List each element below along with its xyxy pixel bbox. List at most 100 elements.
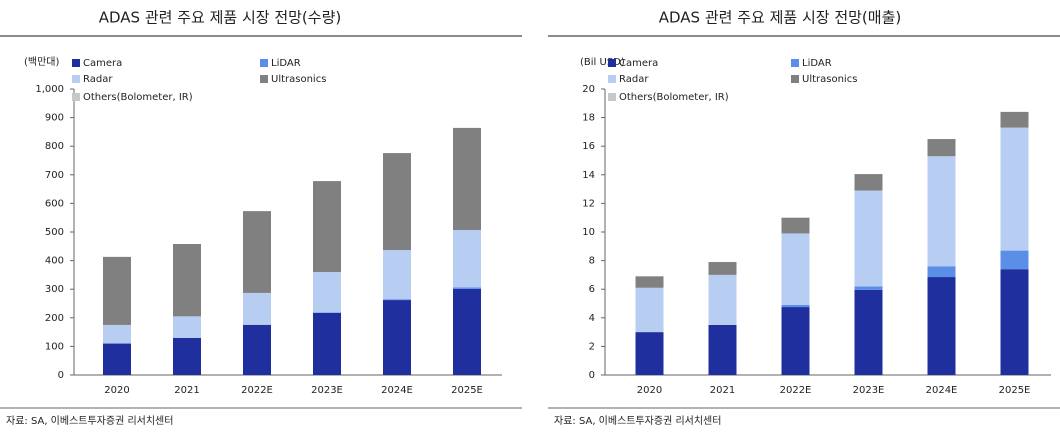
bar-segment	[243, 324, 271, 375]
x-tick-label: 2023E	[853, 385, 885, 396]
x-tick-label: 2020	[104, 385, 129, 396]
legend-swatch	[608, 75, 616, 83]
x-tick-label: 2024E	[926, 385, 958, 396]
bar-segment	[854, 286, 883, 290]
x-tick-label: 2022E	[241, 385, 273, 396]
bar-segment	[383, 153, 411, 251]
legend-label: Camera	[619, 58, 658, 69]
bar-segment	[453, 288, 481, 375]
x-tick-label: 2022E	[780, 385, 812, 396]
bar-segment	[854, 190, 883, 287]
y-tick-label: 600	[45, 198, 64, 209]
bar-segment	[854, 289, 883, 375]
y-axis-label: (백만대)	[24, 56, 60, 68]
bar-segment	[383, 250, 411, 300]
y-tick-label: 10	[582, 227, 595, 238]
y-tick-label: 0	[58, 370, 64, 381]
bar-segment	[313, 181, 341, 273]
y-tick-label: 20	[582, 84, 595, 95]
legend-label: LiDAR	[802, 58, 832, 69]
bar-segment	[103, 343, 131, 375]
bar-segment	[313, 312, 341, 313]
x-tick-label: 2025E	[999, 385, 1031, 396]
bar-segment	[1000, 250, 1029, 270]
y-tick-label: 2	[589, 341, 595, 352]
legend-label: Radar	[619, 74, 649, 85]
y-tick-label: 0	[589, 370, 595, 381]
y-tick-label: 8	[589, 256, 595, 267]
legend-label: Radar	[83, 74, 113, 85]
y-axis-label: (Bil USD)	[580, 57, 625, 68]
legend-label: LiDAR	[271, 58, 301, 69]
y-tick-label: 400	[45, 256, 64, 267]
bar-segment	[708, 274, 737, 325]
x-tick-label: 2020	[637, 385, 662, 396]
y-tick-label: 700	[45, 170, 64, 181]
legend-label: Others(Bolometer, IR)	[619, 92, 729, 103]
chart-title: ADAS 관련 주요 제품 시장 전망(수량)	[99, 9, 341, 27]
legend-swatch	[791, 75, 799, 83]
legend-swatch	[791, 59, 799, 67]
legend-label: Ultrasonics	[271, 74, 326, 85]
bar-segment	[1000, 127, 1029, 251]
bar-segment	[313, 312, 341, 375]
bar-segment	[453, 127, 481, 230]
bar-segment	[383, 299, 411, 301]
x-tick-label: 2024E	[381, 385, 413, 396]
x-tick-label: 2023E	[311, 385, 343, 396]
y-tick-label: 6	[589, 284, 595, 295]
bar-segment	[708, 262, 737, 275]
bar-segment	[635, 332, 664, 375]
legend-swatch	[260, 75, 268, 83]
bar-segment	[635, 276, 664, 288]
y-tick-label: 4	[589, 313, 595, 324]
bar-segment	[243, 292, 271, 325]
y-tick-label: 1,000	[35, 84, 64, 95]
y-tick-label: 18	[582, 113, 595, 124]
legend-swatch	[72, 75, 80, 83]
legend-swatch	[72, 93, 80, 101]
y-tick-label: 14	[582, 170, 595, 181]
bar-segment	[313, 272, 341, 313]
legend-label: Others(Bolometer, IR)	[83, 92, 193, 103]
legend-swatch	[608, 59, 616, 67]
bar-segment	[173, 316, 201, 338]
bar-segment	[453, 229, 481, 288]
chart-title: ADAS 관련 주요 제품 시장 전망(매출)	[659, 9, 901, 27]
bar-segment	[635, 287, 664, 333]
y-tick-label: 300	[45, 284, 64, 295]
y-tick-label: 800	[45, 141, 64, 152]
bar-segment	[781, 233, 810, 305]
source: 자료: SA, 이베스트투자증권 리서치센터	[6, 415, 173, 427]
bar-segment	[1000, 269, 1029, 375]
x-tick-label: 2021	[710, 385, 735, 396]
legend-label: Ultrasonics	[802, 74, 857, 85]
y-tick-label: 16	[582, 141, 595, 152]
legend-swatch	[72, 59, 80, 67]
bar-segment	[1000, 111, 1029, 128]
y-tick-label: 900	[45, 113, 64, 124]
bar-segment	[383, 300, 411, 375]
y-tick-label: 200	[45, 313, 64, 324]
source: 자료: SA, 이베스트투자증권 리서치센터	[554, 415, 721, 427]
bar-segment	[854, 174, 883, 191]
bar-segment	[781, 217, 810, 234]
legend-label: Camera	[83, 58, 122, 69]
bar-segment	[781, 304, 810, 308]
bar-segment	[243, 211, 271, 293]
bar-segment	[103, 324, 131, 344]
bar-segment	[453, 287, 481, 289]
y-tick-label: 500	[45, 227, 64, 238]
x-tick-label: 2021	[174, 385, 199, 396]
bar-segment	[927, 156, 956, 267]
bar-segment	[173, 244, 201, 317]
legend-swatch	[608, 93, 616, 101]
bar-segment	[927, 139, 956, 157]
bar-segment	[173, 337, 201, 375]
legend-swatch	[260, 59, 268, 67]
y-tick-label: 12	[582, 198, 595, 209]
bar-segment	[927, 266, 956, 278]
bar-segment	[103, 256, 131, 325]
bar-segment	[781, 307, 810, 375]
